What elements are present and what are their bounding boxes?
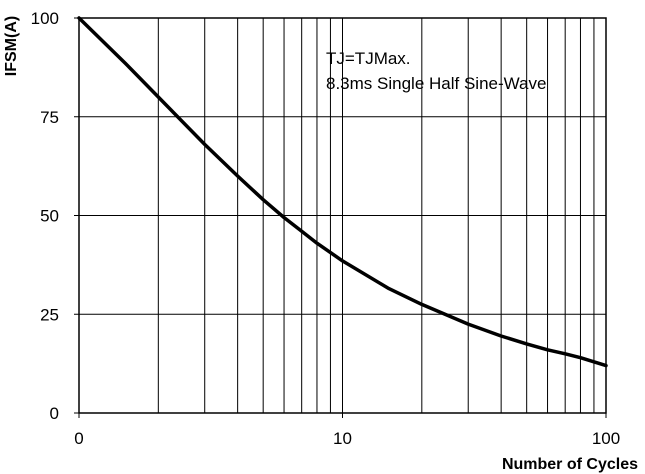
x-tick-label: 0	[74, 429, 83, 448]
x-tick-label: 10	[333, 429, 352, 448]
y-tick-label: 25	[40, 305, 59, 324]
y-axis-label: IFSM(A)	[3, 16, 20, 76]
y-tick-label: 75	[40, 108, 59, 127]
grid	[79, 18, 606, 413]
x-axis-label: Number of Cycles	[502, 456, 638, 473]
series-line	[77, 16, 608, 368]
series-layer	[77, 16, 608, 368]
annotation-line-1: TJ=TJMax.	[326, 49, 411, 68]
y-tick-label: 0	[50, 404, 59, 423]
tick-labels: 0 25 50 75 100 0 10 100	[31, 9, 621, 448]
y-tick-label: 100	[31, 9, 59, 28]
annotation-line-2: 8.3ms Single Half Sine-Wave	[326, 74, 546, 93]
x-tick-label: 100	[592, 429, 620, 448]
y-tick-label: 50	[40, 207, 59, 226]
